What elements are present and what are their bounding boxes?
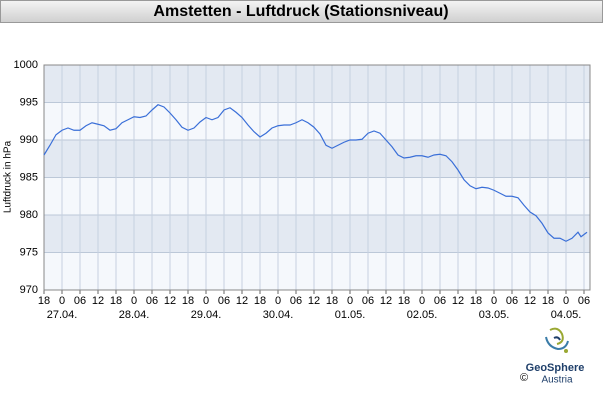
x-tick-label: 0 [275, 295, 281, 307]
date-label: 30.04. [263, 309, 294, 321]
x-tick-label: 18 [110, 295, 122, 307]
date-label: 27.04. [47, 309, 78, 321]
copyright: © [520, 372, 528, 384]
date-label: 01.05. [335, 309, 366, 321]
x-tick-label: 06 [290, 295, 302, 307]
y-tick-label: 990 [20, 134, 38, 146]
date-label: 02.05. [407, 309, 438, 321]
x-tick-label: 18 [398, 295, 410, 307]
y-tick-label: 995 [20, 96, 38, 108]
plot-border [43, 64, 591, 291]
grid-band [44, 140, 590, 178]
x-tick-label: 12 [92, 295, 104, 307]
x-tick-label: 18 [470, 295, 482, 307]
y-tick-label: 970 [20, 284, 38, 296]
y-tick-label: 1000 [14, 59, 38, 71]
x-tick-label: 0 [491, 295, 497, 307]
x-tick-label: 18 [254, 295, 266, 307]
logo-mark [545, 327, 569, 353]
x-tick-label: 0 [419, 295, 425, 307]
x-tick-label: 12 [164, 295, 176, 307]
date-label: 04.05. [551, 309, 582, 321]
x-tick-label: 06 [74, 295, 86, 307]
grid-band [44, 65, 590, 103]
x-tick-label: 06 [578, 295, 590, 307]
x-tick-label: 0 [131, 295, 137, 307]
x-tick-label: 06 [362, 295, 374, 307]
x-tick-label: 12 [380, 295, 392, 307]
y-tick-label: 985 [20, 171, 38, 183]
x-tick-label: 18 [326, 295, 338, 307]
x-tick-label: 12 [524, 295, 536, 307]
x-tick-label: 12 [236, 295, 248, 307]
x-tick-label: 0 [563, 295, 569, 307]
data-line [43, 104, 588, 242]
x-tick-label: 06 [218, 295, 230, 307]
date-label: 03.05. [479, 309, 510, 321]
x-tick-label: 0 [347, 295, 353, 307]
x-tick-label: 12 [452, 295, 464, 307]
date-label: 29.04. [191, 309, 222, 321]
x-tick-label: 06 [506, 295, 518, 307]
y-axis-label: Luftdruck in hPa [3, 140, 14, 213]
x-tick-label: 18 [38, 295, 50, 307]
y-tick-label: 980 [20, 209, 38, 221]
date-label: 28.04. [119, 309, 150, 321]
x-tick-label: 18 [182, 295, 194, 307]
x-tick-label: 0 [203, 295, 209, 307]
y-tick-label: 975 [20, 246, 38, 258]
x-tick-label: 06 [146, 295, 158, 307]
chart-title: Amstetten - Luftdruck (Stationsniveau) [153, 3, 448, 20]
logo-name: GeoSphere [526, 362, 585, 374]
x-tick-label: 06 [434, 295, 446, 307]
logo-subtitle: Austria [541, 375, 573, 386]
x-tick-label: 0 [59, 295, 65, 307]
x-tick-label: 18 [542, 295, 554, 307]
x-tick-label: 12 [308, 295, 320, 307]
grid-band [44, 215, 590, 253]
